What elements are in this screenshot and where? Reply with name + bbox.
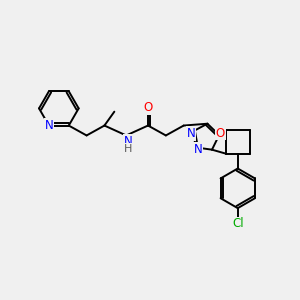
Text: Cl: Cl [232,218,244,230]
Text: N: N [124,135,133,148]
Text: H: H [124,144,132,154]
Text: N: N [45,119,53,132]
Text: N: N [187,127,195,140]
Text: N: N [194,143,202,156]
Text: O: O [143,101,153,114]
Text: O: O [215,127,225,140]
